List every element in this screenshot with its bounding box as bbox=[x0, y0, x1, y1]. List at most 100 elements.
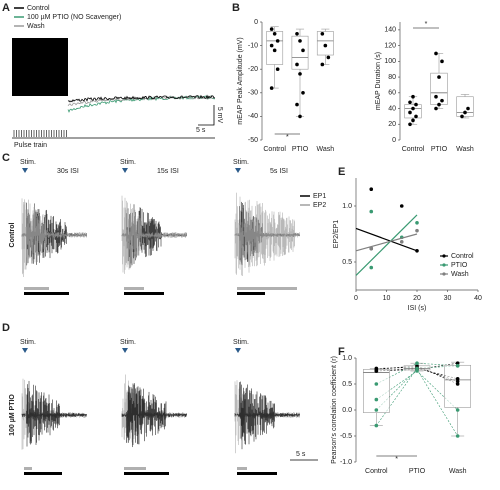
y-tick-label: 1.0 bbox=[342, 203, 352, 210]
content: Control 100 µM PTIO (NO Scavenger) Wash Pul… bbox=[9, 5, 482, 475]
isi-label: 30s ISI bbox=[57, 168, 79, 175]
stim-label: Stim. bbox=[20, 339, 36, 346]
panel-label: A bbox=[2, 2, 10, 14]
point bbox=[411, 106, 415, 111]
point bbox=[275, 67, 280, 71]
x-tick-label: 10 bbox=[383, 295, 391, 302]
stim-label: Stim. bbox=[233, 159, 249, 166]
panel-label: B bbox=[232, 2, 240, 14]
box bbox=[444, 364, 471, 408]
point bbox=[272, 48, 277, 53]
point bbox=[455, 408, 460, 412]
point bbox=[374, 366, 379, 371]
row-label: Control bbox=[9, 223, 16, 248]
duration-bar bbox=[124, 467, 146, 470]
point bbox=[434, 94, 438, 99]
y-axis-label: Pearson's correlation coefficient (r) bbox=[331, 356, 338, 464]
point bbox=[437, 75, 441, 79]
point bbox=[415, 361, 419, 366]
point bbox=[298, 39, 302, 43]
y-tick-label: 0.5 bbox=[342, 259, 352, 266]
scale-label: 5 s bbox=[296, 451, 306, 458]
y-tick-label: -20 bbox=[248, 66, 258, 73]
panel-label: C bbox=[2, 152, 10, 164]
y-tick-label: 0.5 bbox=[342, 381, 352, 388]
y-tick-label: 0 bbox=[392, 137, 396, 144]
stim-marker bbox=[122, 348, 128, 353]
isi-label: 5s ISI bbox=[270, 168, 288, 175]
point bbox=[301, 48, 305, 53]
point bbox=[298, 114, 302, 119]
pulse-label: Pulse train bbox=[14, 142, 47, 149]
duration-bar bbox=[24, 287, 49, 290]
box bbox=[266, 31, 284, 65]
stim-marker bbox=[22, 168, 28, 173]
legend-dot bbox=[442, 263, 446, 267]
trace-ep1 bbox=[21, 380, 87, 447]
point bbox=[320, 62, 325, 67]
trace-ep1 bbox=[234, 381, 300, 450]
stim-marker bbox=[235, 348, 241, 353]
point bbox=[455, 364, 460, 368]
duration-bar bbox=[237, 467, 247, 470]
point bbox=[369, 209, 374, 214]
duration-bar bbox=[24, 292, 69, 295]
y-tick-label: -0.5 bbox=[340, 433, 352, 440]
x-tick-label: Control bbox=[402, 146, 425, 153]
fit-line bbox=[355, 227, 418, 252]
panel-label: E bbox=[338, 166, 345, 178]
x-axis-label: ISI (s) bbox=[408, 305, 427, 312]
y-tick-label: -10 bbox=[248, 42, 258, 49]
point bbox=[295, 102, 299, 107]
y-tick-label: -40 bbox=[248, 113, 258, 120]
y-tick-label: 80 bbox=[388, 74, 396, 81]
row-label: 100 µM PTIO bbox=[9, 394, 16, 436]
legend-label: 100 µM PTIO (NO Scavenger) bbox=[27, 14, 121, 21]
point bbox=[466, 106, 470, 111]
point bbox=[295, 32, 299, 36]
point bbox=[326, 55, 331, 60]
point bbox=[369, 246, 374, 251]
y-axis-label: mEAP Duration (s) bbox=[375, 52, 382, 110]
y-axis-label: mEAP Peak Amplitude (mV) bbox=[237, 37, 244, 124]
stim-marker bbox=[235, 168, 241, 173]
stim-marker bbox=[22, 348, 28, 353]
x-tick-label: Wash bbox=[317, 146, 335, 153]
legend-label: EP1 bbox=[313, 193, 326, 200]
x-tick-label: Wash bbox=[456, 146, 474, 153]
trace bbox=[67, 95, 216, 107]
x-tick-label: 30 bbox=[444, 295, 452, 302]
scale-bar bbox=[198, 105, 215, 126]
y-tick-label: 60 bbox=[388, 90, 396, 97]
point bbox=[411, 94, 415, 99]
fit-line bbox=[355, 233, 418, 252]
y-tick-label: 100 bbox=[384, 58, 396, 65]
duration-bar bbox=[24, 472, 62, 475]
y-axis-label: EP2/EP1 bbox=[333, 220, 340, 249]
duration-bar bbox=[237, 287, 297, 290]
pair-line bbox=[376, 368, 418, 426]
duration-bar bbox=[24, 467, 32, 470]
x-tick-label: 0 bbox=[354, 295, 358, 302]
legend-label: Control bbox=[27, 5, 50, 12]
point bbox=[455, 361, 460, 366]
point bbox=[460, 114, 464, 119]
point bbox=[295, 62, 299, 67]
box bbox=[363, 369, 390, 413]
significance-label: * bbox=[425, 21, 428, 28]
significance-label: * bbox=[286, 134, 289, 141]
stim-label: Stim. bbox=[120, 159, 136, 166]
point bbox=[455, 377, 460, 381]
scale-y: 5 mV bbox=[216, 107, 223, 124]
x-tick-label: PTIO bbox=[431, 146, 448, 153]
point bbox=[411, 118, 415, 123]
box bbox=[456, 96, 474, 117]
scale-x: 5 s bbox=[196, 127, 206, 134]
duration-bar bbox=[124, 287, 144, 290]
y-tick-label: 0.0 bbox=[342, 407, 352, 414]
box bbox=[291, 35, 309, 70]
point bbox=[399, 204, 404, 208]
trace-ep2 bbox=[234, 192, 300, 276]
point bbox=[408, 122, 412, 127]
fit-line bbox=[355, 214, 418, 276]
